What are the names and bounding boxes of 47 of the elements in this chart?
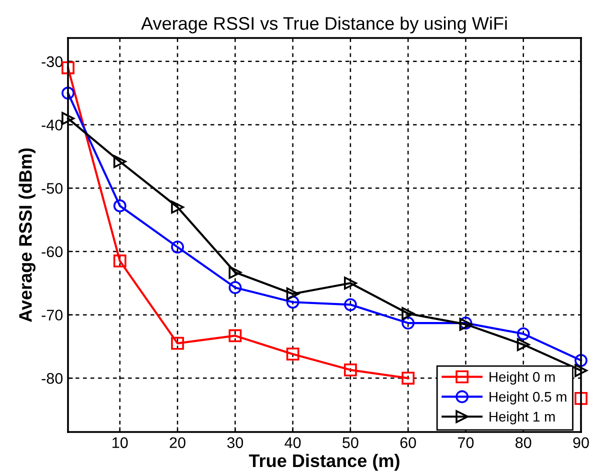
legend-label: Height 0.5 m — [490, 392, 566, 404]
point — [574, 392, 588, 405]
y-tick-label: -30 — [42, 56, 63, 68]
point — [344, 276, 357, 290]
point — [402, 316, 415, 330]
x-axis-title: True Distance (m) — [248, 454, 400, 471]
point — [228, 266, 242, 279]
point — [402, 307, 415, 320]
point — [171, 336, 184, 350]
point — [62, 112, 74, 125]
legend-label: Height 0 m — [490, 372, 555, 385]
point — [228, 329, 242, 342]
point — [574, 364, 588, 378]
point — [113, 254, 126, 268]
y-axis-title: Average RSSI (dBm) — [18, 148, 36, 322]
point — [171, 240, 184, 254]
point — [62, 86, 74, 100]
x-tick-label: 70 — [458, 437, 474, 448]
point — [344, 363, 357, 376]
point — [286, 287, 300, 300]
point — [344, 298, 357, 312]
x-tick-label: 10 — [112, 437, 128, 448]
x-tick-label: 50 — [342, 437, 358, 448]
point — [286, 296, 300, 309]
y-tick-label: -50 — [42, 182, 63, 194]
x-tick-label: 20 — [170, 437, 186, 448]
y-tick-label: -60 — [42, 246, 63, 258]
point — [402, 372, 415, 385]
point — [113, 155, 126, 168]
point — [113, 199, 126, 212]
point — [574, 354, 588, 367]
y-tick-label: -40 — [42, 120, 63, 130]
legend-label: Height 1 m — [490, 411, 555, 424]
x-tick-label: 40 — [284, 437, 301, 448]
point — [516, 327, 530, 340]
y-tick-label: -80 — [42, 373, 63, 384]
point — [286, 348, 300, 361]
x-tick-label: 80 — [516, 437, 532, 448]
chart-title: Average RSSI vs True Distance by using WiFi — [141, 16, 507, 34]
point — [228, 281, 242, 294]
point — [171, 200, 184, 214]
x-tick-label: 60 — [400, 437, 416, 448]
x-tick-label: 30 — [227, 437, 244, 448]
x-tick-label: 90 — [573, 437, 589, 448]
point — [516, 338, 530, 352]
point — [62, 61, 74, 74]
y-tick-label: -70 — [42, 310, 63, 320]
